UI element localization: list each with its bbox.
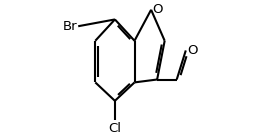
Text: O: O (187, 44, 198, 57)
Text: Br: Br (63, 20, 78, 33)
Text: O: O (152, 3, 163, 16)
Text: Cl: Cl (109, 122, 121, 135)
